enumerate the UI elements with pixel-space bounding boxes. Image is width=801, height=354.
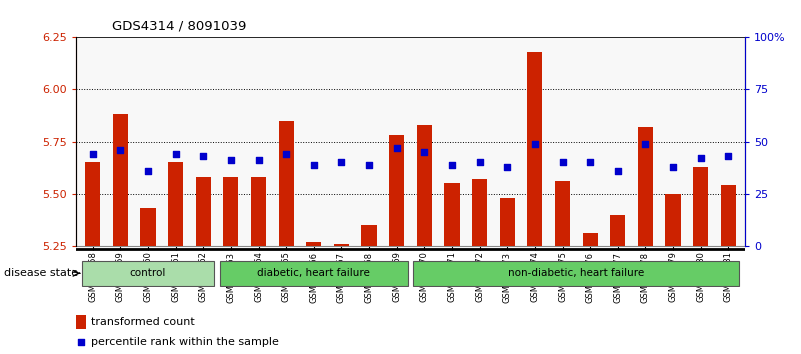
Bar: [306, 242, 321, 246]
Bar: [693, 167, 708, 246]
Bar: [223, 177, 239, 246]
Point: [74, 339, 87, 344]
Text: control: control: [130, 268, 166, 278]
Bar: [527, 52, 542, 246]
Point: [639, 141, 652, 147]
Text: disease state: disease state: [4, 268, 78, 278]
Point: [114, 147, 127, 153]
Bar: [279, 121, 294, 246]
Text: diabetic, heart failure: diabetic, heart failure: [257, 268, 370, 278]
Point: [694, 155, 707, 161]
Point: [556, 160, 569, 165]
Point: [169, 151, 182, 157]
Bar: [168, 162, 183, 246]
FancyBboxPatch shape: [219, 261, 408, 286]
Point: [87, 151, 99, 157]
Bar: [638, 127, 653, 246]
Bar: [500, 198, 515, 246]
Point: [418, 149, 431, 155]
Text: GDS4314 / 8091039: GDS4314 / 8091039: [112, 19, 247, 33]
Point: [445, 162, 458, 167]
Bar: [113, 114, 128, 246]
Point: [501, 164, 513, 170]
Point: [722, 153, 735, 159]
Bar: [582, 234, 598, 246]
FancyBboxPatch shape: [413, 261, 739, 286]
Point: [666, 164, 679, 170]
Point: [224, 158, 237, 163]
Point: [197, 153, 210, 159]
Point: [390, 145, 403, 151]
Point: [308, 162, 320, 167]
Bar: [389, 135, 405, 246]
Point: [473, 160, 486, 165]
Point: [611, 168, 624, 174]
Bar: [195, 177, 211, 246]
Point: [529, 141, 541, 147]
Bar: [251, 177, 266, 246]
Bar: [76, 315, 87, 329]
Text: transformed count: transformed count: [91, 317, 195, 327]
Text: percentile rank within the sample: percentile rank within the sample: [91, 337, 279, 347]
Point: [280, 151, 292, 157]
Point: [252, 158, 265, 163]
Point: [584, 160, 597, 165]
Text: non-diabetic, heart failure: non-diabetic, heart failure: [508, 268, 645, 278]
Bar: [85, 162, 100, 246]
Bar: [334, 244, 349, 246]
Point: [142, 168, 155, 174]
Bar: [472, 179, 487, 246]
Bar: [445, 183, 460, 246]
Bar: [361, 225, 376, 246]
Bar: [721, 185, 736, 246]
Bar: [610, 215, 626, 246]
Bar: [555, 181, 570, 246]
Bar: [140, 209, 155, 246]
Bar: [417, 125, 432, 246]
Point: [363, 162, 376, 167]
Point: [335, 160, 348, 165]
Bar: [666, 194, 681, 246]
FancyBboxPatch shape: [82, 261, 215, 286]
